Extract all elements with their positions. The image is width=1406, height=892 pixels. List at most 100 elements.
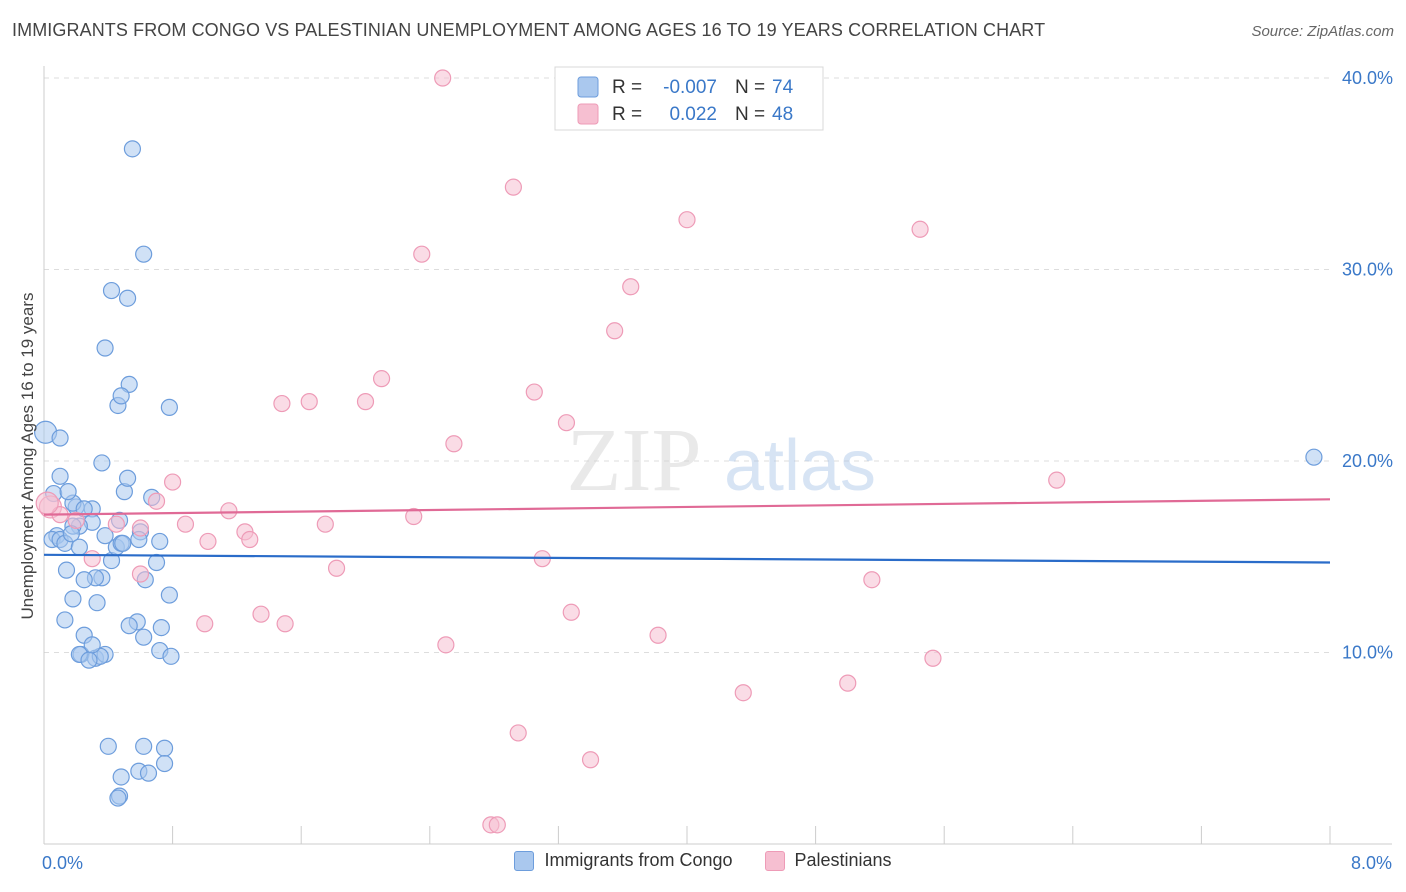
point-congo-41 — [118, 469, 137, 487]
point-pal-30 — [525, 383, 543, 401]
point-congo-26 — [51, 467, 69, 485]
legend-label-palestinians: Palestinians — [794, 850, 892, 870]
point-congo-15 — [80, 651, 98, 669]
stats-n-label-pal: N = — [735, 104, 765, 125]
point-congo-28 — [93, 454, 111, 472]
point-congo-46 — [112, 387, 130, 405]
point-pal-2 — [67, 511, 85, 529]
stats-r-label-congo: R = — [612, 77, 642, 98]
legend-label-congo: Immigrants from Congo — [544, 850, 733, 870]
point-pal-3 — [83, 550, 101, 568]
point-pal-8 — [176, 515, 195, 533]
y-tick-label-1: 20.0% — [1342, 451, 1393, 471]
point-congo-56 — [152, 619, 170, 637]
point-pal-27 — [488, 816, 506, 834]
x-tick-labels: 0.0% 8.0% — [42, 853, 1392, 873]
point-congo-69 — [112, 768, 130, 786]
point-congo-18 — [88, 594, 106, 612]
point-pal-24 — [437, 636, 455, 654]
point-congo-71 — [109, 789, 127, 807]
point-congo-63 — [135, 245, 153, 263]
point-congo-58 — [160, 586, 178, 604]
point-pal-36 — [622, 278, 640, 296]
points-palestinians — [35, 69, 1066, 834]
point-pal-14 — [276, 615, 294, 633]
point-pal-23 — [434, 69, 452, 87]
legend: Immigrants from Congo Palestinians — [0, 850, 1406, 871]
point-pal-7 — [164, 473, 182, 491]
y-tick-label-0: 10.0% — [1342, 643, 1393, 663]
point-pal-16 — [300, 393, 318, 411]
y-tick-label-2: 30.0% — [1342, 260, 1393, 280]
point-pal-22 — [413, 245, 431, 263]
point-congo-66 — [135, 737, 153, 755]
point-pal-20 — [372, 370, 391, 388]
point-congo-73 — [1305, 448, 1323, 466]
point-pal-34 — [581, 751, 600, 769]
point-pal-25 — [445, 435, 463, 453]
stats-r-label-pal: R = — [612, 104, 642, 125]
point-pal-5 — [131, 565, 150, 583]
watermark: ZIP atlas — [567, 411, 877, 510]
stats-n-value-pal: 48 — [772, 104, 793, 125]
stats-swatch-congo — [577, 76, 599, 98]
watermark-zip: ZIP — [567, 411, 702, 510]
stats-swatch-pal — [577, 103, 599, 125]
point-congo-39 — [114, 534, 132, 552]
x-tick-label-0: 0.0% — [42, 853, 83, 873]
point-pal-32 — [557, 414, 576, 432]
point-pal-12 — [241, 530, 259, 549]
trend-lines — [43, 498, 1331, 564]
stats-box: R = -0.007 N = 74 R = 0.022 N = 48 — [554, 66, 824, 131]
stats-n-label-congo: N = — [735, 77, 765, 98]
point-pal-28 — [504, 178, 522, 196]
point-pal-44 — [1048, 471, 1066, 489]
point-pal-21 — [405, 507, 423, 526]
point-congo-47 — [102, 281, 121, 300]
y-axis-label: Unemployment Among Ages 16 to 19 years — [18, 293, 37, 620]
point-pal-10 — [220, 502, 238, 520]
point-pal-4 — [107, 515, 125, 533]
point-congo-27 — [51, 429, 69, 447]
point-pal-40 — [839, 674, 857, 692]
watermark-atlas: atlas — [724, 426, 876, 506]
point-pal-45 — [131, 519, 150, 537]
point-pal-35 — [606, 322, 624, 340]
point-pal-38 — [678, 211, 696, 229]
point-congo-33 — [70, 538, 88, 556]
point-congo-43 — [118, 289, 137, 307]
point-pal-39 — [734, 684, 752, 702]
x-tick-label-1: 8.0% — [1351, 853, 1392, 873]
point-congo-48 — [96, 339, 114, 357]
legend-swatch-palestinians — [764, 850, 785, 871]
chart-title: IMMIGRANTS FROM CONGO VS PALESTINIAN UNE… — [12, 20, 1046, 40]
point-pal-15 — [273, 394, 291, 413]
point-pal-19 — [356, 393, 375, 411]
stats-n-value-congo: 74 — [772, 77, 794, 98]
point-congo-62 — [160, 398, 178, 416]
point-congo-59 — [151, 532, 169, 551]
point-pal-47 — [35, 491, 59, 515]
point-congo-17 — [96, 527, 114, 545]
stats-r-value-congo: -0.007 — [663, 77, 717, 98]
point-pal-33 — [562, 603, 580, 621]
point-congo-44 — [123, 140, 142, 158]
point-pal-43 — [924, 649, 942, 667]
stats-r-value-pal: 0.022 — [669, 104, 717, 125]
y-tick-label-3: 40.0% — [1342, 68, 1393, 88]
point-pal-6 — [147, 492, 166, 510]
legend-item-congo: Immigrants from Congo — [514, 850, 733, 871]
legend-swatch-congo — [514, 850, 535, 871]
source-credit: Source: ZipAtlas.com — [1251, 23, 1394, 40]
point-congo-8 — [56, 611, 74, 629]
point-pal-37 — [649, 626, 667, 644]
point-pal-13 — [252, 605, 270, 623]
trend-line-pal — [43, 498, 1331, 516]
point-pal-41 — [863, 571, 881, 589]
gridlines — [44, 77, 1330, 653]
point-congo-6 — [57, 561, 76, 579]
point-congo-57 — [162, 647, 180, 665]
point-pal-9 — [199, 532, 217, 551]
point-pal-18 — [327, 559, 346, 577]
